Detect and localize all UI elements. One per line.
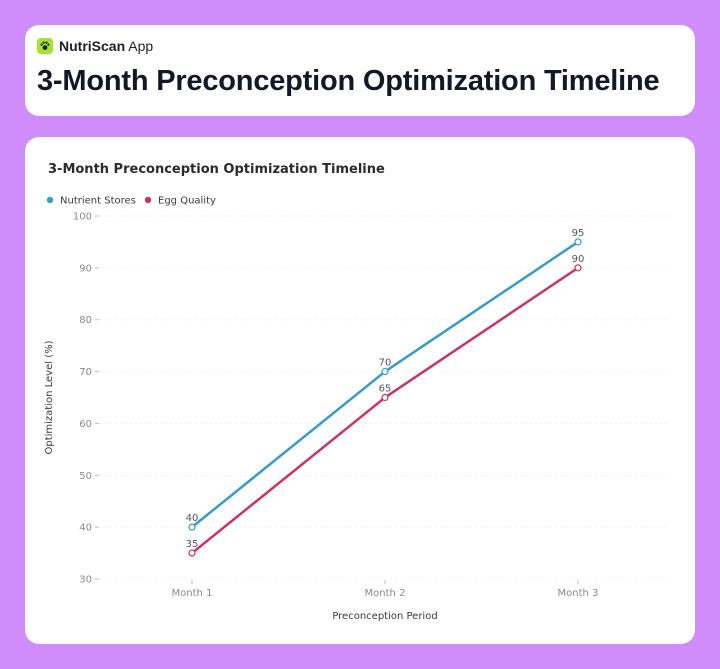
y-tick-label: 40 (79, 523, 92, 534)
y-tick-label: 70 (79, 367, 92, 378)
y-tick-label: 60 (79, 419, 92, 430)
y-tick-label: 90 (79, 263, 92, 274)
data-label: 95 (572, 228, 585, 239)
data-label: 70 (379, 358, 392, 369)
app-name-rest: App (125, 38, 154, 54)
app-name-bold: NutriScan (59, 38, 126, 54)
data-point[interactable] (188, 523, 196, 531)
x-tick-label: Month 2 (365, 588, 406, 599)
legend-marker-0 (46, 196, 54, 204)
x-axis-label: Preconception Period (332, 611, 437, 622)
data-point[interactable] (188, 549, 196, 557)
data-label: 40 (186, 513, 199, 524)
line-chart: 3-Month Preconception Optimization Timel… (44, 162, 670, 622)
page-title: 3-Month Preconception Optimization Timel… (37, 65, 660, 97)
legend-label-1: Egg Quality (158, 196, 216, 207)
data-label: 90 (572, 254, 585, 265)
data-point[interactable] (574, 238, 582, 246)
app-brand[interactable]: NutriScan App (37, 37, 153, 55)
x-tick-label: Month 1 (172, 588, 213, 599)
x-axis: Month 1 Month 2 Month 3 (172, 580, 599, 599)
series-line-1 (191, 266, 579, 555)
data-label: 35 (186, 539, 199, 550)
chart-card: 3-Month Preconception Optimization Timel… (25, 137, 695, 644)
paw-icon (37, 38, 53, 54)
chart-legend: Nutrient Stores Egg Quality (46, 196, 216, 207)
app-name: NutriScan App (59, 38, 153, 54)
data-point[interactable] (381, 367, 389, 376)
data-point[interactable] (381, 393, 389, 402)
y-tick-label: 50 (79, 471, 92, 482)
chart-series: 40 70 95 35 65 90 (186, 228, 585, 557)
y-tick-label: 100 (73, 212, 92, 223)
y-axis-label: Optimization Level (%) (44, 340, 55, 454)
data-point[interactable] (574, 264, 582, 272)
y-tick-label: 80 (79, 315, 92, 326)
legend-marker-1 (144, 196, 152, 204)
legend-label-0: Nutrient Stores (60, 196, 136, 207)
y-axis: 30 40 50 60 70 80 90 100 (73, 212, 99, 586)
y-tick-label: 30 (79, 575, 92, 586)
x-tick-label: Month 3 (558, 588, 599, 599)
data-label: 65 (379, 384, 392, 395)
chart-title: 3-Month Preconception Optimization Timel… (48, 162, 385, 177)
header-card: NutriScan App 3-Month Preconception Opti… (25, 25, 695, 116)
